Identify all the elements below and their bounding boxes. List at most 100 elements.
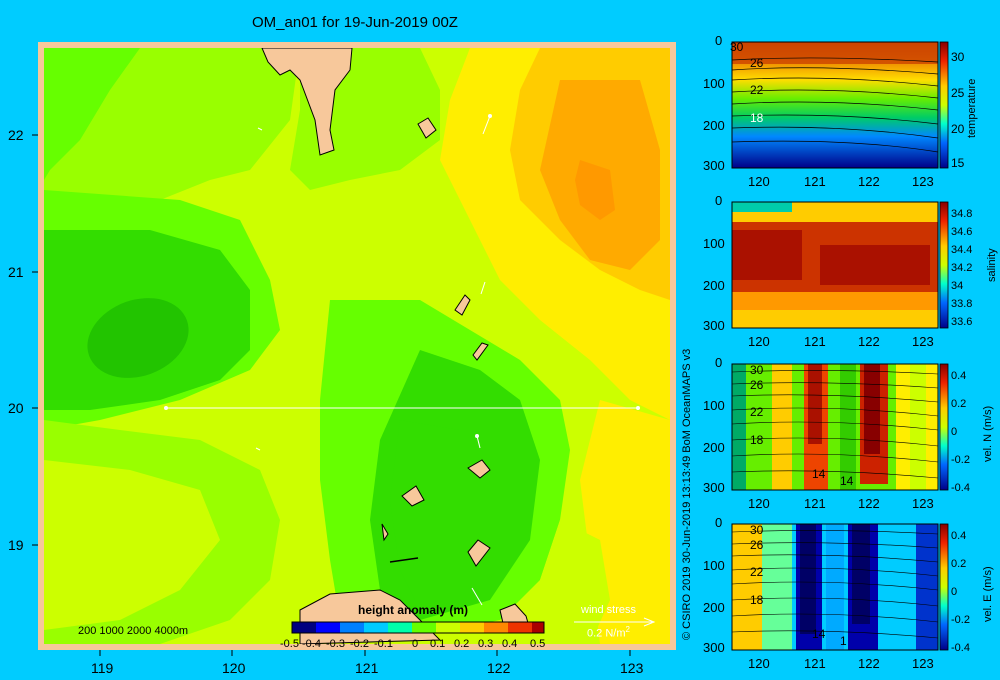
x-tick-label: 122: [487, 660, 511, 676]
height-anomaly-field: [44, 48, 670, 644]
y-tick-label: 0: [715, 193, 723, 208]
x-tick-label: 121: [804, 334, 826, 349]
colorbar-tick: 0: [412, 638, 419, 650]
x-tick-label: 122: [858, 656, 880, 671]
x-tick-label: 123: [912, 656, 934, 671]
colorbar-tick: 0.4: [951, 370, 967, 382]
colorbar-label: temperature: [966, 78, 978, 138]
depth-legend: 200 1000 2000 4000m: [78, 625, 189, 637]
x-tick-label: 121: [804, 496, 826, 511]
colorbar-tick: -0.2: [350, 638, 369, 650]
colorbar-tick: 15: [951, 156, 965, 170]
contour-label: 18: [750, 433, 764, 447]
contour-label: 26: [750, 538, 764, 552]
y-tick-label: 300: [703, 158, 725, 173]
contour-label: 18: [750, 593, 764, 607]
colorbar-tick: 25: [951, 86, 965, 100]
colorbar-tick: 0.2: [951, 558, 967, 570]
y-tick-label: 100: [703, 236, 725, 251]
contour-label: 26: [750, 56, 764, 70]
colorbar-tick: 30: [951, 50, 965, 64]
colorbar-label: vel. N (m/s): [982, 405, 994, 462]
wind-stress-scale: 0.2 N/m2: [587, 625, 630, 640]
colorbar-label: salinity: [986, 248, 998, 282]
contour-label: 22: [750, 405, 764, 419]
x-tick-label: 120: [748, 174, 770, 189]
colorbar-label: height anomaly (m): [358, 603, 469, 617]
y-tick-label: 100: [703, 558, 725, 573]
contour-label: 14: [840, 474, 854, 488]
y-tick-label: 100: [703, 76, 725, 91]
colorbar-tick: 0.1: [430, 638, 446, 650]
x-tick-label: 122: [858, 174, 880, 189]
x-tick-label: 122: [858, 334, 880, 349]
contour-label: 26: [750, 378, 764, 392]
x-tick-label: 120: [748, 496, 770, 511]
colorbar-tick: 0.2: [951, 398, 967, 410]
map-title: OM_an01 for 19-Jun-2019 00Z: [252, 14, 458, 31]
contour-label: 14: [812, 467, 826, 481]
x-tick-label: 121: [804, 174, 826, 189]
section-panels: [731, 41, 949, 651]
vel-e-panel: [731, 523, 949, 651]
colorbar-tick: 33.8: [951, 298, 973, 310]
y-tick-label: 300: [703, 640, 725, 655]
x-tick-label: 123: [912, 496, 934, 511]
x-tick-label: 119: [91, 660, 114, 676]
y-tick-label: 0: [715, 33, 723, 48]
y-tick-label: 300: [703, 480, 725, 495]
colorbar-tick: -0.1: [374, 638, 393, 650]
y-tick-label: 300: [703, 318, 725, 333]
y-tick-label: 100: [703, 398, 725, 413]
x-tick-label: 122: [858, 496, 880, 511]
contour-label: 1: [840, 634, 847, 648]
x-tick-label: 123: [620, 660, 644, 676]
colorbar-tick: 0.2: [454, 638, 470, 650]
y-tick-label: 19: [8, 537, 24, 553]
x-tick-label: 120: [748, 656, 770, 671]
x-tick-label: 121: [804, 656, 826, 671]
colorbar-tick: 0: [951, 426, 958, 438]
colorbar-tick: 34.2: [951, 262, 973, 274]
colorbar-tick: 0.3: [478, 638, 494, 650]
colorbar-tick: 34.8: [951, 208, 973, 220]
colorbar-tick: 0.4: [502, 638, 518, 650]
contour-label: 22: [750, 565, 764, 579]
colorbar-tick: 0.4: [951, 530, 967, 542]
colorbar-tick: 34.6: [951, 226, 973, 238]
contour-label: 18: [750, 111, 764, 125]
x-tick-label: 120: [748, 334, 770, 349]
y-tick-label: 0: [715, 515, 723, 530]
colorbar-tick: -0.4: [302, 638, 321, 650]
y-tick-label: 200: [703, 440, 725, 455]
vel-n-panel: [731, 363, 949, 491]
colorbar-tick: 34: [951, 280, 964, 292]
x-tick-label: 123: [912, 334, 934, 349]
contour-label: 30: [730, 40, 744, 54]
colorbar-tick: -0.2: [951, 614, 970, 626]
colorbar-ticks: -0.5 -0.4 -0.3 -0.2 -0.1 0 0.1 0.2 0.3 0…: [280, 638, 552, 654]
colorbar-label: vel. E (m/s): [982, 566, 994, 622]
x-tick-label: 121: [355, 660, 379, 676]
colorbar-tick: 34.4: [951, 244, 973, 256]
colorbar-tick: -0.4: [951, 642, 970, 654]
temperature-panel: [731, 41, 949, 169]
contour-label: 14: [812, 627, 826, 641]
y-tick-label: 200: [703, 278, 725, 293]
main-map: [32, 42, 676, 656]
colorbar-tick: 0.5: [530, 638, 546, 650]
x-tick-label: 123: [912, 174, 934, 189]
colorbar-tick: -0.2: [951, 454, 970, 466]
y-tick-label: 200: [703, 118, 725, 133]
y-tick-label: 200: [703, 600, 725, 615]
colorbar-tick: -0.3: [326, 638, 345, 650]
colorbar-tick: -0.5: [280, 638, 299, 650]
contour-label: 30: [750, 363, 764, 377]
y-tick-label: 20: [8, 400, 24, 416]
credit-text: © CSIRO 2019 30-Jun-2019 13:13:49 BoM Oc…: [681, 348, 693, 640]
contour-label: 30: [750, 523, 764, 537]
height-anomaly-colorbar: [291, 621, 545, 634]
salinity-panel: [731, 201, 949, 329]
y-tick-label: 21: [8, 264, 24, 280]
y-tick-label: 0: [715, 355, 723, 370]
